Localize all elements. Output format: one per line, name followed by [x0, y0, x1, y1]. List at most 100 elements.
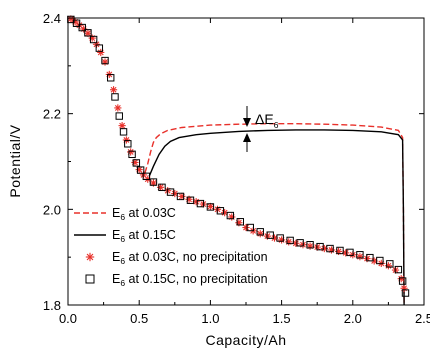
legend-item: E6 at 0.15C [74, 228, 176, 244]
y-tick-label: 2.0 [43, 202, 61, 217]
square-point [216, 207, 225, 215]
asterisk-point [84, 29, 92, 37]
x-tick-label: 1.5 [273, 311, 291, 326]
square-point [276, 234, 284, 242]
square-point [72, 19, 81, 27]
square-point [136, 166, 145, 174]
square-point [176, 192, 185, 201]
x-tick-label: 2.5 [415, 311, 430, 326]
legend: E6 at 0.03C E6 at 0.15C E6 at 0.03C, no pr… [74, 206, 268, 288]
square-point [95, 44, 104, 52]
square-point [376, 256, 384, 265]
square-point [128, 150, 136, 159]
x-ticks: 0.0 0.5 1.0 1.5 2.0 2.5 [59, 18, 430, 326]
asterisk-point [97, 48, 105, 57]
asterisk-point [122, 136, 130, 144]
square-point [119, 128, 128, 136]
square-point [336, 246, 344, 255]
asterisk-point [400, 284, 408, 292]
square-point [356, 251, 364, 259]
asterisk-point [114, 104, 122, 112]
square-point [142, 172, 151, 181]
legend-asterisk [85, 252, 95, 262]
square-point [394, 265, 403, 274]
square-point [236, 218, 245, 226]
legend-item: E6 at 0.03C [74, 206, 176, 222]
markers-layer [67, 15, 410, 297]
square-point [296, 239, 304, 247]
square-point [226, 211, 235, 220]
y-axis-label: Potential/V [7, 124, 23, 197]
legend-item: E6 at 0.15C, no precipitation [85, 272, 268, 288]
square-point [124, 140, 132, 148]
square-point [256, 228, 264, 236]
square-point [196, 199, 205, 208]
x-tick-label: 0.0 [59, 311, 77, 326]
square-point [132, 159, 141, 167]
delta-e-arrowhead-top [243, 118, 251, 127]
legend-label: E6 at 0.15C, no precipitation [112, 272, 268, 288]
series-line-dashed [144, 123, 405, 306]
x-tick-label: 2.0 [344, 311, 362, 326]
asterisk-point [356, 253, 364, 261]
asterisk-point [327, 246, 336, 254]
delta-e-label: ΔE6 [255, 111, 279, 130]
legend-item: E6 at 0.03C, no precipitation [85, 250, 268, 266]
asterisk-point [118, 122, 126, 130]
square-point [115, 112, 123, 120]
asterisk-point [156, 183, 165, 191]
square-point [398, 277, 407, 285]
asterisk-point [228, 213, 236, 221]
square-point [246, 223, 254, 232]
legend-label: E6 at 0.03C [112, 206, 176, 222]
square-point [78, 23, 86, 32]
delta-e-annotation: ΔE6 [243, 106, 279, 152]
square-point [101, 56, 109, 65]
asterisk-point [384, 262, 392, 270]
asterisk-point [242, 223, 250, 232]
square-point [166, 188, 175, 196]
square-point [286, 236, 294, 245]
asterisk-point [285, 238, 293, 246]
square-point [89, 35, 98, 44]
legend-label: E6 at 0.03C, no precipitation [112, 250, 268, 266]
square-point [149, 178, 158, 186]
square-point [266, 231, 274, 239]
series-line-solid [148, 129, 405, 306]
delta-e-arrowhead-bottom [243, 133, 251, 142]
asterisk-point [71, 18, 79, 26]
asterisk-point [109, 86, 118, 94]
square-point [326, 244, 334, 253]
y-tick-label: 2.2 [43, 107, 61, 122]
square-point [306, 241, 314, 249]
y-ticks: 1.8 2.0 2.2 2.4 [43, 11, 424, 313]
square-point [111, 93, 119, 101]
asterisk-point [256, 230, 264, 238]
legend-label: E6 at 0.15C [112, 228, 176, 244]
square-point [186, 196, 195, 204]
asterisk-point [101, 58, 109, 66]
asterisk-point [306, 242, 314, 250]
curves-layer [144, 123, 405, 306]
y-tick-label: 1.8 [43, 298, 61, 313]
square-point [366, 253, 374, 262]
square-point [158, 183, 166, 192]
y-tick-label: 2.4 [43, 11, 61, 26]
square-point [107, 74, 115, 82]
square-point [401, 289, 410, 297]
x-tick-label: 1.0 [201, 311, 219, 326]
asterisk-point [397, 275, 405, 283]
asterisk-point [278, 236, 286, 244]
legend-square [85, 274, 95, 284]
square-point [316, 242, 324, 251]
square-point [386, 260, 394, 268]
x-tick-label: 0.5 [130, 311, 148, 326]
x-axis-label: Capacity/Ah [206, 332, 287, 348]
square-point [346, 248, 354, 257]
asterisk-point [178, 192, 186, 201]
asterisk-point [127, 148, 135, 156]
square-point [206, 203, 215, 211]
square-point [84, 29, 92, 37]
